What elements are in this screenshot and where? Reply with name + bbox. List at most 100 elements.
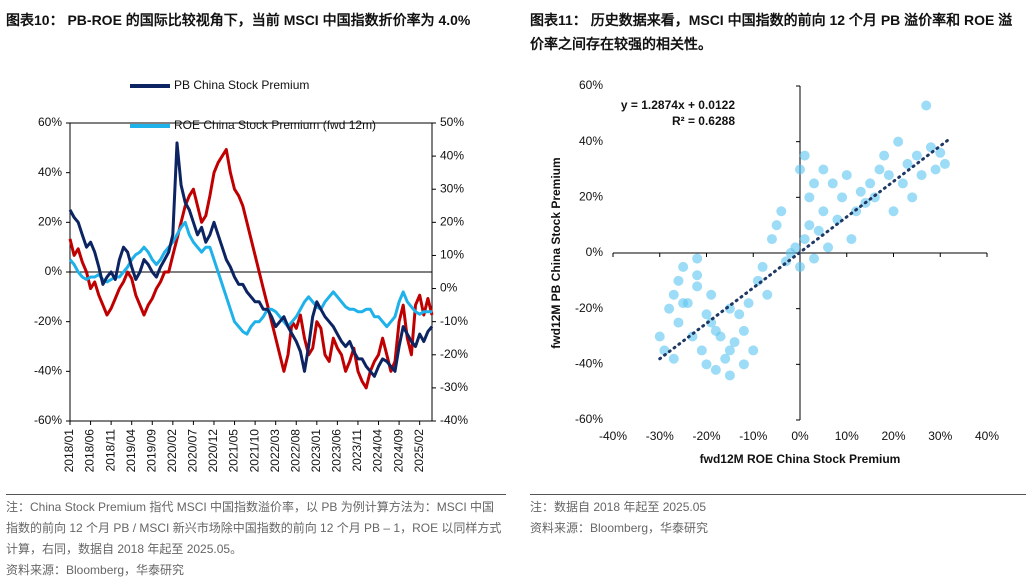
scatter-point [678, 298, 689, 309]
scatter-point [762, 289, 773, 300]
scatter-point [724, 370, 735, 381]
scatter-point [865, 178, 876, 189]
note: 资料来源：Bloomberg，华泰研究 [530, 521, 709, 535]
y2-tick-label: 30% [440, 181, 464, 195]
scatter-point [818, 164, 829, 175]
y-tick-label: -60% [34, 413, 62, 427]
scatter-point [654, 331, 665, 342]
y-tick-label: -40% [34, 364, 62, 378]
note: 注：数据自 2018 年起至 2025.05 [530, 500, 707, 514]
annotation: y = 1.2874x + 0.0122 [621, 98, 735, 112]
y-tick-label: -60% [575, 412, 603, 426]
y-tick-label: 0% [586, 245, 604, 259]
scatter-point [659, 345, 670, 356]
y-tick-label: 20% [38, 215, 62, 229]
chart: -60% -40% -20% 0% 20% 40% 60% -40% -30% -20% -10% 0… [34, 78, 468, 473]
scatter-point [673, 317, 684, 328]
scatter-point [930, 164, 941, 175]
x-tick-label: 2019/04 [124, 429, 138, 473]
scatter-point [935, 147, 946, 158]
scatter-point [869, 192, 880, 203]
scatter-point [668, 289, 679, 300]
scatter-point [799, 150, 810, 161]
y2-tick-label: -20% [440, 347, 468, 361]
scatter-point [907, 192, 918, 203]
scatter-point [678, 261, 689, 272]
y-tick-label: 40% [38, 165, 62, 179]
x-tick-label: 2019/09 [144, 429, 158, 473]
scatter-point [818, 206, 829, 217]
y-tick-label: 60% [38, 115, 62, 129]
scatter-point [799, 234, 810, 245]
notes: 注：China Stock Premium 指代 MSCI 中国指数溢价率，以 … [6, 494, 506, 577]
y2-tick-label: 40% [440, 148, 464, 162]
x-tick-label: 2025/02 [412, 429, 426, 473]
scatter-point [921, 100, 932, 111]
scatter-point [720, 353, 731, 364]
y2-tick-label: 10% [440, 248, 464, 262]
trendline [658, 137, 952, 361]
scatter-point [738, 325, 749, 336]
scatter-point [809, 253, 820, 264]
x-tick-label: 2023/11 [350, 429, 364, 472]
scatter-point [790, 242, 801, 253]
scatter-point [664, 303, 675, 314]
scatter-point [893, 136, 904, 147]
scatter-point [827, 178, 838, 189]
y-tick-label: -40% [575, 357, 603, 371]
scatter-point [916, 170, 927, 181]
scatter-point [939, 158, 950, 169]
y2-tick-label: -30% [440, 380, 468, 394]
scatter-point [795, 164, 805, 175]
scatter-point [748, 345, 759, 356]
scatter-point [804, 192, 815, 203]
x-tick-label: 2018/11 [103, 429, 117, 472]
scatter-point [701, 359, 712, 370]
y2-tick-label: 0% [440, 281, 458, 295]
x-tick-label: 2022/03 [268, 429, 282, 473]
scatter-point [809, 178, 820, 189]
scatter-point [738, 359, 749, 370]
legend-label: ROE China Stock Premium (fwd 12m) [174, 118, 376, 132]
x-tick-label: -30% [646, 429, 674, 443]
scatter-point [696, 345, 707, 356]
y-tick-label: -20% [34, 314, 62, 328]
x-tick-label: 2023/01 [309, 429, 323, 473]
notes: 注：数据自 2018 年起至 2025.05 资料来源：Bloomberg，华泰… [530, 494, 1026, 539]
scatter-point [692, 270, 703, 281]
y-tick-label: 40% [579, 134, 603, 148]
y2-tick-label: -40% [440, 413, 468, 427]
y-tick-label: 20% [579, 190, 603, 204]
scatter-point [897, 178, 908, 189]
scatter-point [855, 186, 866, 197]
scatter-point [687, 331, 698, 342]
y2-tick-label: -10% [440, 314, 468, 328]
scatter-point [776, 206, 787, 217]
x-tick-label: 2018/06 [83, 429, 97, 473]
chart-title: 图表11： 历史数据来看，MSCI 中国指数的前向 12 个月 PB 溢价率和 … [530, 12, 1013, 52]
x-axis-label: fwd12M ROE China Stock Premium [700, 452, 901, 466]
scatter-point [734, 309, 745, 320]
x-tick-label: 40% [975, 429, 999, 443]
scatter-point [911, 150, 922, 161]
scatter-point [757, 261, 768, 272]
scatter-point [668, 353, 679, 364]
note: 注：China Stock Premium 指代 MSCI 中国指数溢价率，以 … [6, 500, 502, 556]
scatter-point [813, 225, 824, 236]
x-tick-label: 10% [835, 429, 859, 443]
y-tick-label: 0% [45, 264, 63, 278]
scatter-point [925, 142, 936, 153]
scatter-point [832, 214, 843, 225]
x-tick-label: 2021/10 [247, 429, 261, 473]
x-tick-label: 20% [881, 429, 905, 443]
scatter-point [701, 309, 712, 320]
x-tick-label: 2020/12 [206, 429, 220, 473]
scatter-point [692, 281, 703, 292]
scatter-point [724, 345, 735, 356]
x-tick-label: 2022/08 [288, 429, 302, 473]
scatter-point [710, 364, 721, 375]
x-tick-label: 2024/09 [391, 429, 405, 473]
x-tick-label: 2023/06 [330, 429, 344, 473]
scatter-point [874, 164, 885, 175]
